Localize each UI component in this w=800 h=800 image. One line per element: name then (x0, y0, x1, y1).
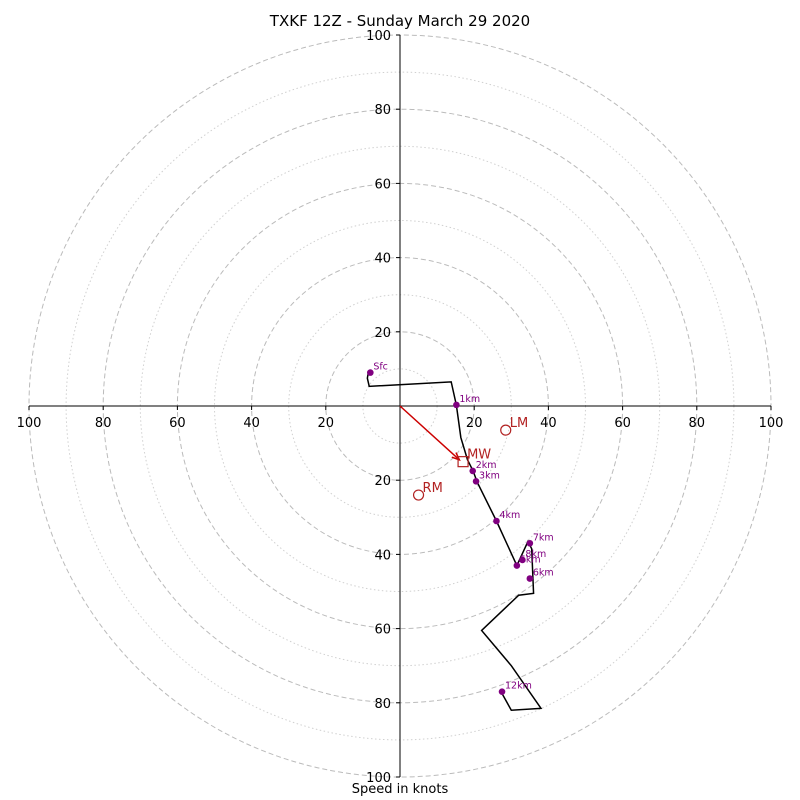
height-label-4km: 4km (499, 510, 520, 521)
height-marker-8km (519, 556, 526, 564)
x-tick-label: 60 (614, 416, 631, 431)
x-tick-label: 80 (689, 416, 706, 431)
storm-motion-mw-marker (457, 456, 469, 468)
y-tick-label: 40 (374, 548, 391, 563)
x-tick-label: 60 (169, 416, 186, 431)
x-tick-label: 80 (95, 416, 112, 431)
y-tick-label: 60 (374, 623, 391, 638)
height-label-3km: 3km (479, 470, 500, 481)
y-tick-label: 20 (374, 474, 391, 489)
hodograph-line (366, 371, 543, 711)
x-tick-label: 40 (243, 416, 260, 431)
storm-motion-mw-label: MW (467, 448, 491, 463)
height-marker-3km (472, 478, 480, 485)
y-tick-label: 40 (374, 252, 391, 267)
height-marker-4km (493, 517, 500, 525)
x-tick-label: 20 (318, 416, 335, 431)
y-tick-label: 100 (366, 29, 391, 44)
height-label-2km: 2km (476, 460, 497, 471)
x-tick-label: 40 (540, 416, 557, 431)
y-tick-label: 80 (374, 697, 391, 712)
storm-motion-lm-marker (500, 424, 512, 436)
height-marker-12km (498, 688, 506, 695)
height-marker-6km (526, 575, 534, 582)
height-label-sfc: Sfc (373, 362, 388, 373)
height-label-7km: 7km (533, 532, 554, 543)
x-axis-label: Speed in knots (351, 782, 449, 797)
height-marker-7km (526, 539, 534, 547)
x-tick-label: 100 (17, 416, 42, 431)
height-marker-1km (453, 401, 460, 409)
y-tick-label: 100 (366, 771, 391, 786)
height-marker-5km (513, 562, 521, 569)
height-label-1km: 1km (459, 394, 480, 405)
height-label-5km: 5km (520, 555, 541, 566)
storm-motion-rm-marker (412, 489, 425, 501)
height-marker-sfc (367, 369, 374, 376)
y-tick-label: 80 (374, 103, 391, 118)
chart-title: TXKF 12Z - Sunday March 29 2020 (269, 12, 531, 30)
x-tick-label: 20 (466, 416, 483, 431)
y-tick-label: 20 (374, 326, 391, 341)
mean-wind-arrowhead (451, 452, 461, 462)
height-marker-2km (469, 467, 477, 475)
mean-wind-arrow (399, 405, 460, 461)
storm-motion-lm-label: LM (510, 416, 528, 431)
height-label-8km: 8km (525, 549, 546, 560)
y-tick-label: 60 (374, 177, 391, 192)
storm-motion-rm-label: RM (423, 481, 443, 496)
height-label-12km: 12km (505, 681, 532, 692)
height-label-6km: 6km (533, 568, 554, 579)
x-tick-label: 100 (759, 416, 784, 431)
